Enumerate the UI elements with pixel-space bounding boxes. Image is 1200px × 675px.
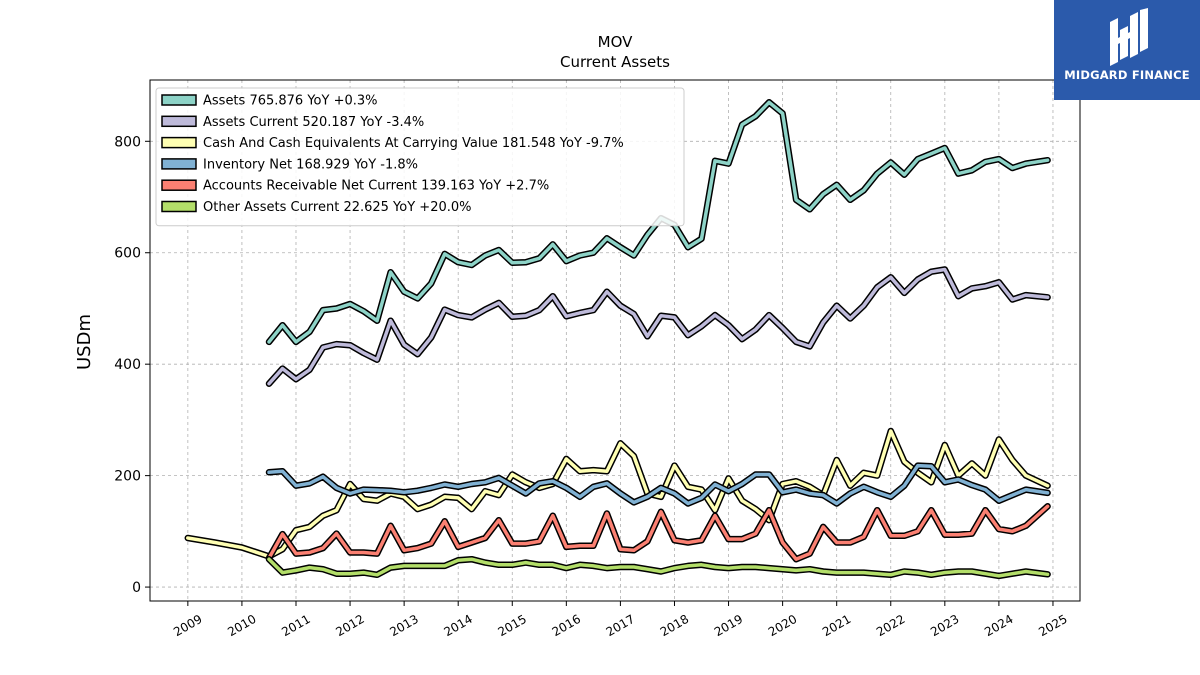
x-tick-label: 2010 bbox=[225, 612, 258, 639]
y-tick-label: 600 bbox=[114, 246, 141, 262]
series-core bbox=[267, 100, 1050, 344]
series-line bbox=[265, 462, 1051, 507]
x-tick-label: 2014 bbox=[441, 612, 474, 639]
series-line bbox=[265, 266, 1051, 387]
midgard-finance-logo: MIDGARD FINANCE bbox=[1054, 0, 1200, 100]
x-tick-label: 2020 bbox=[766, 612, 799, 639]
legend-label: Cash And Cash Equivalents At Carrying Va… bbox=[203, 136, 624, 151]
series-line bbox=[184, 427, 1051, 560]
x-tick-label: 2011 bbox=[279, 612, 312, 639]
chart-title: MOV bbox=[598, 33, 633, 51]
legend-swatch bbox=[161, 158, 197, 170]
x-tick-label: 2018 bbox=[658, 612, 691, 639]
y-tick-label: 0 bbox=[132, 580, 141, 596]
y-tick-label: 400 bbox=[114, 357, 141, 373]
legend-label: Accounts Receivable Net Current 139.163 … bbox=[203, 179, 549, 194]
plot-frame bbox=[149, 79, 1081, 602]
chart-subtitle: Current Assets bbox=[560, 53, 670, 71]
series-line bbox=[265, 503, 1051, 563]
x-tick-label: 2016 bbox=[550, 612, 583, 639]
logo-text: MIDGARD FINANCE bbox=[1064, 68, 1190, 82]
legend-swatch bbox=[161, 94, 197, 106]
legend-swatch bbox=[161, 200, 197, 213]
x-tick-label: 2015 bbox=[496, 612, 529, 639]
x-tick-label: 2024 bbox=[982, 612, 1015, 639]
series-line bbox=[265, 555, 1051, 580]
series-core bbox=[267, 557, 1050, 578]
y-tick-label: 200 bbox=[114, 469, 141, 485]
series-core bbox=[267, 504, 1050, 561]
series-lines bbox=[184, 99, 1051, 580]
midgard-logo-icon bbox=[1110, 8, 1148, 66]
y-tick-label: 800 bbox=[114, 134, 141, 150]
x-tick-label: 2023 bbox=[928, 612, 961, 639]
legend-label: Other Assets Current 22.625 YoY +20.0% bbox=[203, 200, 472, 215]
y-axis-label: USDm bbox=[74, 314, 95, 370]
series-core bbox=[267, 267, 1050, 386]
legend: Assets 765.876 YoY +0.3% Assets Current 5… bbox=[155, 87, 685, 227]
x-tick-label: 2009 bbox=[171, 612, 204, 639]
legend-swatch bbox=[161, 115, 197, 128]
legend-swatch bbox=[161, 136, 197, 149]
x-tick-label: 2022 bbox=[874, 612, 907, 639]
x-tick-label: 2012 bbox=[333, 612, 366, 639]
legend-label: Assets Current 520.187 YoY -3.4% bbox=[203, 115, 424, 130]
legend-label: Assets 765.876 YoY +0.3% bbox=[203, 94, 378, 109]
legend-box bbox=[155, 87, 685, 227]
x-tick-label: 2017 bbox=[604, 612, 637, 639]
x-tick-label: 2013 bbox=[387, 612, 420, 639]
series-core bbox=[267, 463, 1050, 506]
x-tick-label: 2021 bbox=[820, 612, 853, 639]
series-core bbox=[186, 429, 1050, 559]
legend-label: Inventory Net 168.929 YoY -1.8% bbox=[203, 157, 418, 172]
x-tick-label: 2019 bbox=[712, 612, 745, 639]
x-tick-label: 2025 bbox=[1036, 612, 1069, 639]
legend-swatch bbox=[161, 179, 197, 191]
series-line bbox=[265, 99, 1051, 346]
